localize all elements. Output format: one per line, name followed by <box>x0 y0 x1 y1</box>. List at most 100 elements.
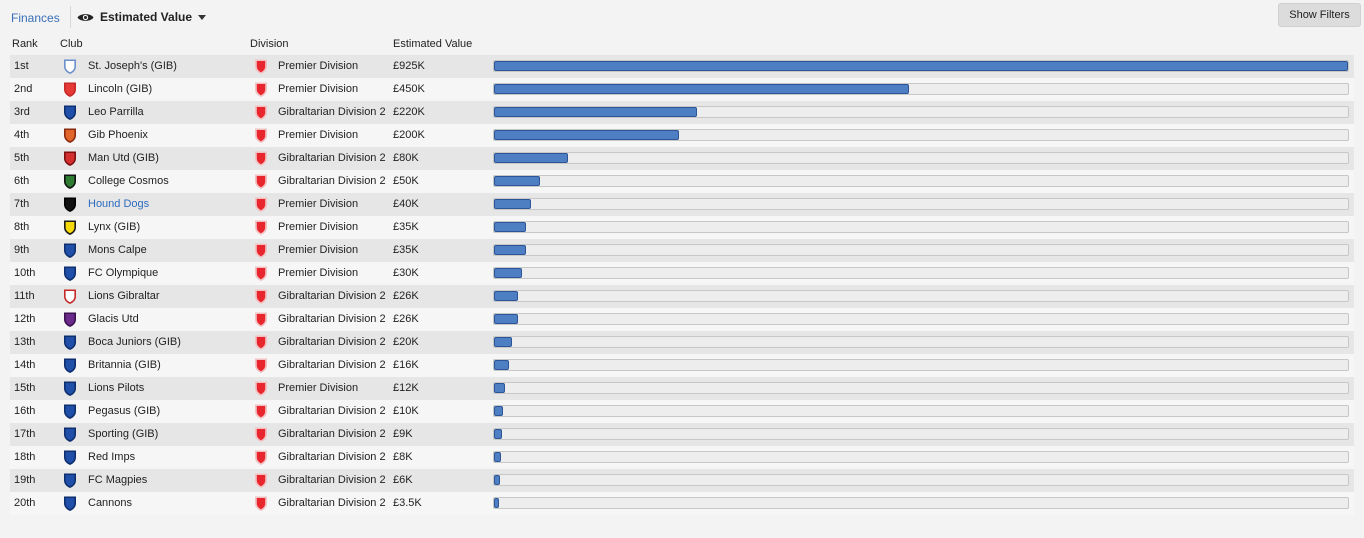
division-name-link[interactable]: Gibraltarian Division 2 <box>278 175 386 187</box>
value-bar-track <box>493 451 1349 463</box>
club-name-link[interactable]: Pegasus (GIB) <box>88 405 161 417</box>
value-bar-fill <box>494 452 502 462</box>
club-name-link[interactable]: Cannons <box>88 497 133 509</box>
table-row[interactable]: 6th College Cosmos Gibraltarian Division 2… <box>10 170 1354 193</box>
club-name-link[interactable]: Sporting (GIB) <box>88 428 159 440</box>
table-row[interactable]: 7th Hound Dogs Premier Division £40K <box>10 193 1354 216</box>
column-header-rank[interactable]: Rank <box>12 38 38 50</box>
table-row[interactable]: 1st St. Joseph's (GIB) Premier Division £92… <box>10 55 1354 78</box>
club-name-link[interactable]: Glacis Utd <box>88 313 139 325</box>
breadcrumb-finances[interactable]: Finances <box>11 11 60 25</box>
value-bar-track <box>493 152 1349 164</box>
club-name-link[interactable]: Man Utd (GIB) <box>88 152 159 164</box>
club-name-link[interactable]: College Cosmos <box>88 175 169 187</box>
table-row[interactable]: 8th Lynx (GIB) Premier Division £35K <box>10 216 1354 239</box>
division-name-link[interactable]: Premier Division <box>278 267 359 279</box>
shield-icon <box>62 403 80 420</box>
table-row[interactable]: 14th Britannia (GIB) Gibraltarian Division… <box>10 354 1354 377</box>
estimated-value-cell: £9K <box>393 428 413 440</box>
value-bar-fill <box>494 84 910 94</box>
rank-cell: 2nd <box>14 83 33 95</box>
division-name-link[interactable]: Gibraltarian Division 2 <box>278 451 386 463</box>
table-row[interactable]: 3rd Leo Parrilla Gibraltarian Division 2 £2… <box>10 101 1354 124</box>
column-header-club[interactable]: Club <box>60 38 83 50</box>
club-name-link[interactable]: Leo Parrilla <box>88 106 144 118</box>
table-row[interactable]: 20th Cannons Gibraltarian Division 2 £3.5K <box>10 492 1354 515</box>
rank-cell: 12th <box>14 313 36 325</box>
division-name-link[interactable]: Gibraltarian Division 2 <box>278 152 386 164</box>
lions-gibraltar-crest-icon <box>62 288 80 305</box>
club-name-link[interactable]: Boca Juniors (GIB) <box>88 336 181 348</box>
table-header: Rank Club Division Estimated Value <box>0 33 1364 55</box>
table-row[interactable]: 2nd Lincoln (GIB) Premier Division £450K <box>10 78 1354 101</box>
value-bar-fill <box>494 61 1348 71</box>
show-filters-button[interactable]: Show Filters <box>1278 3 1361 27</box>
club-name-link[interactable]: Lynx (GIB) <box>88 221 141 233</box>
division-name-link[interactable]: Premier Division <box>278 382 359 394</box>
table-row[interactable]: 13th Boca Juniors (GIB) Gibraltarian Divis… <box>10 331 1354 354</box>
table-row[interactable]: 19th FC Magpies Gibraltarian Division 2 £6K <box>10 469 1354 492</box>
rank-cell: 16th <box>14 405 36 417</box>
division-name-link[interactable]: Gibraltarian Division 2 <box>278 336 386 348</box>
estimated-value-cell: £26K <box>393 313 419 325</box>
value-bar-fill <box>494 107 698 117</box>
division-name-link[interactable]: Gibraltarian Division 2 <box>278 474 386 486</box>
club-name-link[interactable]: Lions Gibraltar <box>88 290 160 302</box>
division-name-link[interactable]: Premier Division <box>278 221 359 233</box>
club-name-link[interactable]: Hound Dogs <box>88 198 150 210</box>
division-name-link[interactable]: Premier Division <box>278 244 359 256</box>
club-name-link[interactable]: Gib Phoenix <box>88 129 148 141</box>
estimated-value-cell: £40K <box>393 198 419 210</box>
club-name-link[interactable]: Britannia (GIB) <box>88 359 161 371</box>
estimated-value-cell: £220K <box>393 106 425 118</box>
toolbar-divider <box>70 6 71 28</box>
estimated-value-cell: £3.5K <box>393 497 422 509</box>
value-bar-track <box>493 106 1349 118</box>
club-name-link[interactable]: Lincoln (GIB) <box>88 83 153 95</box>
club-name-link[interactable]: Red Imps <box>88 451 136 463</box>
table-row[interactable]: 16th Pegasus (GIB) Gibraltarian Division 2… <box>10 400 1354 423</box>
table-row[interactable]: 15th Lions Pilots Premier Division £12K <box>10 377 1354 400</box>
table-row[interactable]: 9th Mons Calpe Premier Division £35K <box>10 239 1354 262</box>
table-row[interactable]: 11th Lions Gibraltar Gibraltarian Division… <box>10 285 1354 308</box>
club-name-link[interactable]: St. Joseph's (GIB) <box>88 60 177 72</box>
table-row[interactable]: 17th Sporting (GIB) Gibraltarian Division … <box>10 423 1354 446</box>
division-shield-icon <box>254 127 270 144</box>
division-name-link[interactable]: Gibraltarian Division 2 <box>278 290 386 302</box>
view-selector[interactable]: Estimated Value <box>77 10 207 24</box>
table-row[interactable]: 5th Man Utd (GIB) Gibraltarian Division 2 £… <box>10 147 1354 170</box>
division-name-link[interactable]: Gibraltarian Division 2 <box>278 106 386 118</box>
division-shield-icon <box>254 173 270 190</box>
column-header-estimated-value[interactable]: Estimated Value <box>393 38 473 50</box>
column-header-division[interactable]: Division <box>250 38 289 50</box>
division-name-link[interactable]: Premier Division <box>278 198 359 210</box>
division-name-link[interactable]: Premier Division <box>278 129 359 141</box>
club-name-link[interactable]: Lions Pilots <box>88 382 145 394</box>
club-name-link[interactable]: FC Magpies <box>88 474 148 486</box>
estimated-value-cell: £200K <box>393 129 425 141</box>
club-name-link[interactable]: FC Olympique <box>88 267 159 279</box>
club-name-link[interactable]: Mons Calpe <box>88 244 147 256</box>
table-row[interactable]: 10th FC Olympique Premier Division £30K <box>10 262 1354 285</box>
division-name-link[interactable]: Premier Division <box>278 60 359 72</box>
estimated-value-cell: £450K <box>393 83 425 95</box>
division-shield-icon <box>254 219 270 236</box>
division-name-link[interactable]: Gibraltarian Division 2 <box>278 497 386 509</box>
division-name-link[interactable]: Gibraltarian Division 2 <box>278 405 386 417</box>
table-row[interactable]: 18th Red Imps Gibraltarian Division 2 £8K <box>10 446 1354 469</box>
division-name-link[interactable]: Gibraltarian Division 2 <box>278 359 386 371</box>
table-row[interactable]: 12th Glacis Utd Gibraltarian Division 2 £26… <box>10 308 1354 331</box>
rank-cell: 19th <box>14 474 36 486</box>
estimated-value-cell: £12K <box>393 382 419 394</box>
table-row[interactable]: 4th Gib Phoenix Premier Division £200K <box>10 124 1354 147</box>
estimated-value-cell: £20K <box>393 336 419 348</box>
estimated-value-cell: £35K <box>393 221 419 233</box>
estimated-value-cell: £16K <box>393 359 419 371</box>
division-name-link[interactable]: Gibraltarian Division 2 <box>278 428 386 440</box>
division-name-link[interactable]: Premier Division <box>278 83 359 95</box>
division-name-link[interactable]: Gibraltarian Division 2 <box>278 313 386 325</box>
division-shield-icon <box>254 495 270 512</box>
rank-cell: 6th <box>14 175 30 187</box>
value-bar-fill <box>494 199 531 209</box>
rank-cell: 5th <box>14 152 30 164</box>
